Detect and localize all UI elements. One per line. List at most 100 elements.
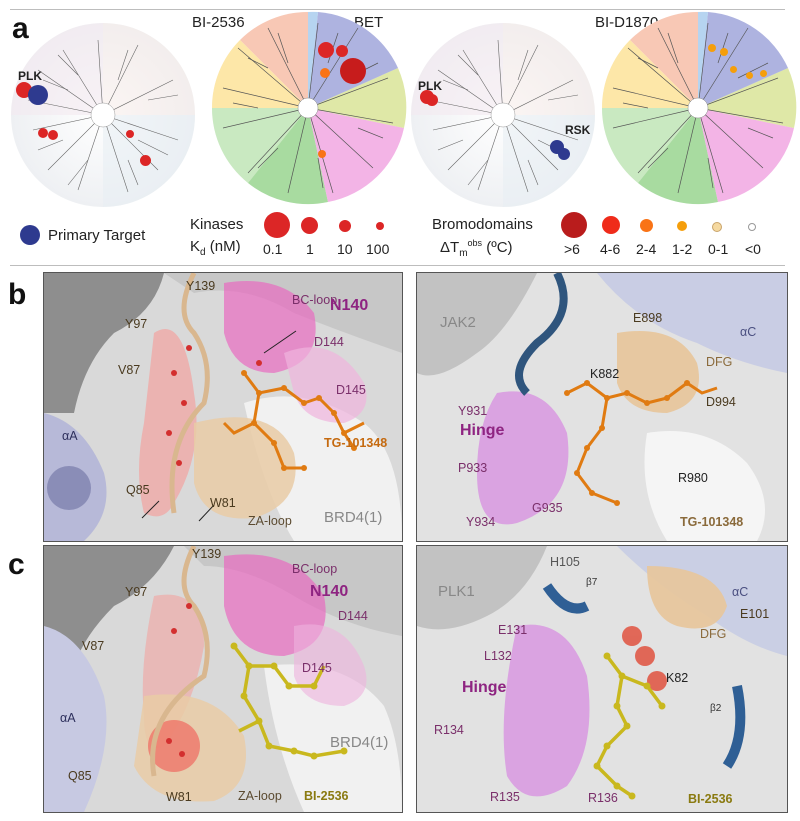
residue-label: BC-loop	[292, 562, 338, 576]
legend-dt-value: 4-6	[600, 241, 621, 257]
residue-label: Q85	[68, 769, 92, 783]
ligand-label: BI-2536	[688, 792, 733, 806]
protein-label: BRD4(1)	[324, 509, 383, 526]
legend-dt-label: ΔTmobs (ºC)	[440, 238, 513, 259]
primary-target-marker	[28, 85, 48, 105]
residue-label: K82	[666, 671, 689, 685]
residue-label: L132	[484, 649, 512, 663]
residue-label: Y931	[458, 404, 488, 418]
legend-kd-value: 0.1	[263, 241, 283, 257]
legend-dt-value: 1-2	[672, 241, 693, 257]
kinase-hit-marker	[426, 94, 438, 106]
legend-kd-value: 10	[337, 241, 353, 257]
kinase-hit-marker	[140, 155, 151, 166]
kinome-tree-bi2536	[11, 23, 195, 207]
top-rule	[10, 9, 785, 10]
panel-c-left-structure	[43, 545, 403, 813]
residue-label: K882	[590, 367, 620, 381]
strand-label: β2	[710, 703, 722, 714]
ligand-label: TG-101348	[680, 515, 744, 529]
bromodomain-tree-bid1870	[601, 11, 797, 205]
primary-target-marker	[558, 148, 570, 160]
bromodomain-hit-marker	[320, 68, 330, 78]
kinase-hit-marker	[126, 130, 134, 138]
legend-dt-value: <0	[745, 241, 761, 257]
legend-kd-value: 1	[306, 241, 314, 257]
residue-label: Y139	[186, 279, 216, 293]
tree-label-rsk: RSK	[565, 123, 591, 137]
residue-label: P933	[458, 461, 488, 475]
residue-label: E101	[740, 607, 770, 621]
bromodomain-hit-marker	[708, 44, 716, 52]
residue-label: D145	[302, 661, 332, 675]
tree-label-plk: PLK	[418, 79, 442, 93]
residue-label: R135	[490, 790, 520, 804]
legend-kd-label: Kd (nM)	[190, 238, 241, 258]
legend-kd-marker-100	[376, 222, 384, 230]
residue-label: Y139	[192, 547, 222, 561]
residue-label: BC-loop	[292, 293, 338, 307]
legend-dt-marker	[640, 219, 653, 232]
legend-dt-marker	[712, 222, 722, 232]
legend-dt-marker	[561, 212, 587, 238]
panel-c-letter: c	[8, 548, 25, 581]
legend-kd-marker-1	[301, 217, 318, 234]
kinome-tree-bid1870	[411, 23, 595, 207]
panel-b-right-structure	[416, 272, 788, 542]
kinase-hit-marker	[38, 128, 48, 138]
legend-primary-target-marker	[20, 225, 40, 245]
legend-dt-marker	[677, 221, 687, 231]
bromodomain-hit-marker	[760, 70, 767, 77]
ligand-label: TG-101348	[324, 436, 388, 450]
legend-kd-marker-01	[264, 212, 290, 238]
residue-label: D145	[336, 383, 366, 397]
loop-label: ZA-loop	[248, 514, 292, 528]
residue-label: D994	[706, 395, 736, 409]
motif-label: DFG	[706, 355, 733, 369]
residue-label: W81	[210, 496, 236, 510]
residue-label: H105	[550, 555, 580, 569]
residue-label: V87	[82, 639, 105, 653]
panel-a-letter: a	[12, 12, 29, 45]
bromodomain-hit-marker	[730, 66, 737, 73]
legend-kinases-title: Kinases	[190, 216, 244, 233]
section-rule	[10, 265, 785, 266]
strand-label: β7	[586, 577, 598, 588]
bromodomain-hit-marker	[318, 150, 326, 158]
residue-label: D144	[314, 335, 344, 349]
helix-label: αC	[740, 325, 757, 339]
legend-dt-value: 0-1	[708, 241, 729, 257]
residue-label: Y97	[125, 317, 148, 331]
legend-bromodomains-title: Bromodomains	[432, 216, 533, 233]
panel-b-left-structure	[43, 272, 403, 542]
bromodomain-hit-marker	[340, 58, 366, 84]
legend-dt-marker	[748, 223, 756, 231]
tree-title-bi2536: BI-2536	[192, 14, 245, 31]
residue-label: R980	[678, 471, 708, 485]
bromodomain-hit-marker	[720, 48, 728, 56]
residue-label: E131	[498, 623, 528, 637]
legend-dt-marker	[602, 216, 620, 234]
legend-primary-target: Primary Target	[48, 227, 146, 244]
residue-label: Y97	[125, 585, 148, 599]
residue-label-highlight: N140	[310, 583, 349, 600]
tree-title-bid1870: BI-D1870	[595, 14, 659, 31]
residue-label: W81	[166, 790, 192, 804]
residue-label: D144	[338, 609, 368, 623]
residue-label: G935	[532, 501, 563, 515]
legend-dt-value: 2-4	[636, 241, 657, 257]
panel-b-letter: b	[8, 278, 27, 311]
motif-label: DFG	[700, 627, 727, 641]
bromodomain-hit-marker	[746, 72, 753, 79]
residue-label: R134	[434, 723, 464, 737]
panel-c-right-structure	[416, 545, 788, 813]
legend-dt-value: >6	[564, 241, 580, 257]
loop-label: ZA-loop	[238, 789, 282, 803]
legend-kd-marker-10	[339, 220, 351, 232]
protein-label: BRD4(1)	[330, 734, 389, 751]
protein-label: JAK2	[440, 314, 476, 331]
residue-label: Y934	[466, 515, 496, 529]
residue-label: Q85	[126, 483, 150, 497]
helix-label: αA	[60, 711, 76, 725]
tree-label-plk: PLK	[18, 69, 42, 83]
